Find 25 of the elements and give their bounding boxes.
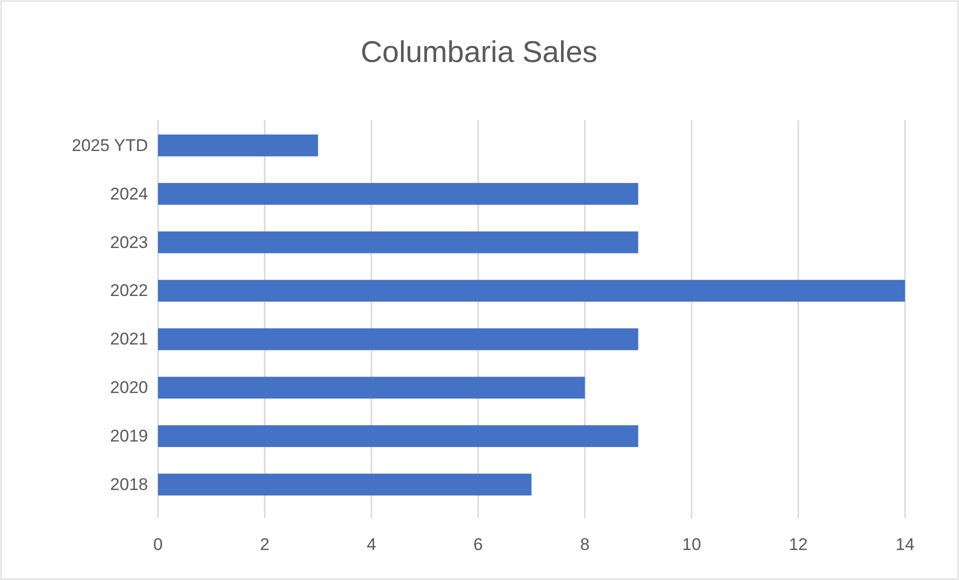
y-tick-label: 2018 — [110, 475, 148, 494]
chart-title: Columbaria Sales — [360, 36, 598, 69]
bar — [158, 182, 638, 205]
bar — [158, 376, 585, 399]
x-tick-label: 14 — [896, 535, 914, 554]
bar — [158, 231, 638, 254]
bar — [158, 328, 638, 350]
x-tick-label: 2 — [260, 535, 270, 554]
bar — [158, 474, 532, 496]
x-tick-label: 10 — [682, 535, 702, 554]
y-tick-label: 2023 — [110, 232, 148, 252]
y-tick-label: 2024 — [110, 184, 148, 204]
y-tick-label: 2025 YTD — [72, 136, 148, 155]
x-tick-label: 0 — [153, 535, 163, 554]
x-tick-label: 8 — [580, 535, 590, 554]
y-tick-label: 2021 — [110, 330, 148, 349]
x-tick-label: 6 — [473, 535, 483, 554]
bar — [158, 134, 318, 156]
bar — [158, 425, 638, 448]
x-tick-label: 4 — [366, 535, 376, 554]
y-tick-label: 2020 — [110, 378, 148, 398]
x-tick-label: 12 — [788, 535, 808, 554]
bar — [158, 280, 905, 302]
y-tick-label: 2022 — [110, 281, 148, 300]
y-tick-label: 2019 — [110, 426, 148, 446]
